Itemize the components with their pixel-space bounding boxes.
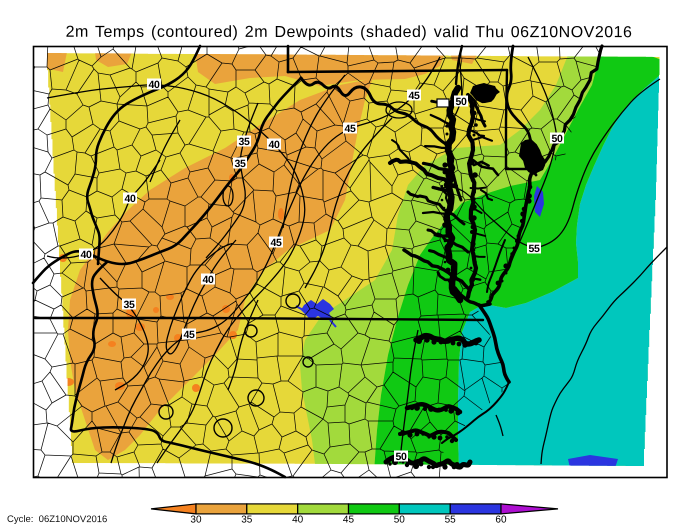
svg-text:40: 40 [269,139,280,151]
svg-text:55: 55 [529,243,540,255]
svg-text:50: 50 [552,133,563,145]
svg-text:35: 35 [124,299,135,311]
svg-text:60: 60 [495,514,507,525]
svg-text:35: 35 [239,136,250,148]
svg-text:45: 45 [184,329,195,341]
svg-text:35: 35 [235,158,246,170]
svg-text:45: 45 [409,90,420,102]
svg-text:35: 35 [241,514,253,525]
svg-text:2m Temps (contoured) 2m Dewpoi: 2m Temps (contoured) 2m Dewpoints (shade… [66,24,633,41]
svg-text:55: 55 [445,514,457,525]
svg-text:50: 50 [456,96,467,108]
svg-text:40: 40 [203,274,214,286]
svg-text:30: 30 [190,514,202,525]
svg-text:45: 45 [271,237,282,249]
svg-text:Cycle: 06Z10NOV2016: Cycle: 06Z10NOV2016 [7,514,107,525]
svg-text:40: 40 [81,249,92,261]
svg-text:45: 45 [345,123,356,135]
svg-text:40: 40 [149,79,160,91]
svg-text:40: 40 [125,193,136,205]
svg-text:50: 50 [394,514,406,525]
svg-text:45: 45 [343,514,355,525]
svg-text:50: 50 [396,451,407,463]
svg-text:40: 40 [292,514,304,525]
